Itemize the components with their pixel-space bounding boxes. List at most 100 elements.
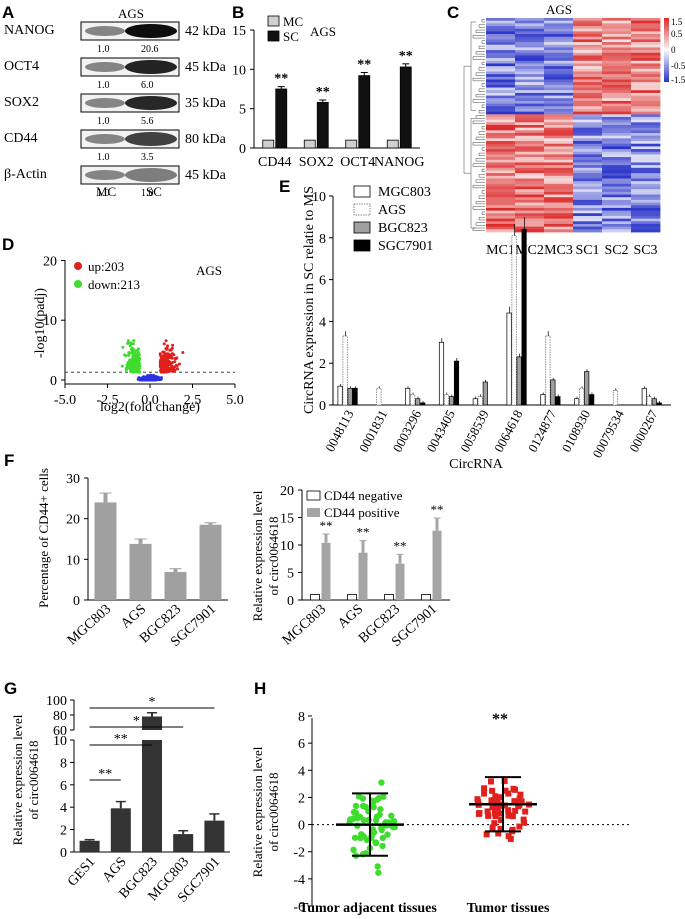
dendro-branch <box>472 56 485 60</box>
bar-cd44-percentage <box>164 571 187 600</box>
error-bar <box>435 518 439 531</box>
bar-sgc7901 <box>589 394 595 406</box>
point-up <box>164 370 168 374</box>
y-tick-label: 0 <box>298 819 305 834</box>
heatmap-cell <box>515 66 545 70</box>
heatmap-cell <box>573 87 603 91</box>
dot-tumor <box>489 804 496 811</box>
heatmap-cell <box>515 125 545 129</box>
heatmap-cell <box>515 202 545 206</box>
dendro-branch <box>478 45 485 50</box>
heatmap-cell <box>544 157 574 161</box>
heatmap-cell <box>631 66 661 70</box>
point-down <box>134 357 138 361</box>
heatmap-cell <box>544 79 574 83</box>
dot-tumor <box>521 819 528 826</box>
dendro-branch <box>481 40 485 44</box>
heatmap-cell <box>573 116 603 121</box>
bar-cd44-positive <box>432 530 442 600</box>
panel-d-volcano: D AGS 0 10 20 -5.0 -2.5 0.0 2.5 5.0 up:203 down:2… <box>2 235 244 415</box>
dot-tumor <box>489 787 496 794</box>
heatmap-cell <box>486 181 516 185</box>
heatmap-cell <box>631 221 661 225</box>
heatmap-cell <box>486 154 516 158</box>
heatmap-cell <box>544 60 574 64</box>
bar-ags <box>511 235 517 406</box>
heatmap-cell <box>602 55 632 59</box>
heatmap-cell <box>573 197 603 201</box>
heatmap-cell <box>631 223 661 228</box>
heatmap-cell <box>544 223 574 228</box>
heatmap-cell <box>486 125 516 129</box>
heatmap-cell <box>573 55 603 59</box>
dot-adjacent <box>372 839 379 846</box>
heatmap-cell <box>602 31 632 35</box>
heatmap-cell <box>515 138 545 142</box>
dot-tumor <box>511 798 518 805</box>
dendro-branch <box>478 24 485 28</box>
heatmap-cell <box>486 141 516 145</box>
heatmap-cell <box>602 199 632 203</box>
point-up <box>165 355 169 359</box>
heatmap-cell <box>573 170 603 174</box>
heatmap-cell <box>573 141 603 145</box>
point-down <box>137 365 141 369</box>
bar-bgc823 <box>415 398 421 406</box>
heatmap-cell <box>515 106 545 110</box>
y-axis-label-2: of circ0064618 <box>266 772 281 851</box>
dot-tumor <box>520 816 527 823</box>
heatmap-cell <box>486 79 516 83</box>
heatmap-cell <box>486 223 516 228</box>
heatmap-cell <box>631 84 661 88</box>
heatmap-cell <box>573 71 603 75</box>
heatmap-cell <box>631 82 661 86</box>
heatmap-cell <box>573 146 603 150</box>
heatmap-cell <box>515 221 545 225</box>
protein-label: β-Actin <box>4 167 47 182</box>
heatmap-cell <box>544 23 574 27</box>
heatmap-cell <box>544 122 574 126</box>
heatmap-cell <box>544 106 574 110</box>
heatmap-cell <box>573 194 603 198</box>
dot-tumor <box>501 802 508 809</box>
heatmap-cell <box>573 28 603 32</box>
kda-label: 80 kDa <box>185 132 227 147</box>
y-axis-label: -log10(padj) <box>33 288 48 358</box>
panel-label-c: C <box>447 3 459 22</box>
heatmap-cell <box>486 114 516 118</box>
heatmap-cell <box>486 210 516 214</box>
heatmap-cell <box>515 207 545 211</box>
heatmap-cell <box>573 178 603 182</box>
heatmap-cell <box>631 28 661 32</box>
error-bar <box>324 534 328 543</box>
heatmap-cell <box>486 58 516 62</box>
heatmap-cell <box>544 167 574 171</box>
error-bar <box>138 539 143 544</box>
dot-adjacent <box>369 799 377 806</box>
heatmap-cell <box>631 125 661 129</box>
dot-adjacent <box>350 808 358 816</box>
y-tick-label: 10 <box>280 539 294 554</box>
sig-label: ** <box>357 57 371 72</box>
kda-label: 45 kDa <box>185 60 227 75</box>
heatmap-cell <box>631 108 661 113</box>
dendro-branch <box>475 72 485 76</box>
heatmap-cell <box>573 205 603 209</box>
heatmap-cell <box>515 68 545 72</box>
x-tick-label: 0064618 <box>491 407 526 454</box>
heatmap-cell <box>573 138 603 142</box>
y-tick-label: 10 <box>43 314 57 329</box>
heatmap-cell <box>602 92 632 96</box>
bar-mgc803 <box>337 385 343 406</box>
heatmap-cell <box>573 127 603 131</box>
heatmap-cell <box>486 103 516 107</box>
heatmap-cell <box>573 229 603 233</box>
x-tick-label: CD44 <box>258 155 291 170</box>
heatmap-cell <box>602 181 632 185</box>
kda-label: 45 kDa <box>185 168 227 183</box>
heatmap-cell <box>544 143 574 147</box>
x-tick-label: Tumor adjacent tissues <box>299 901 437 916</box>
heatmap-cell <box>631 194 661 198</box>
bar-sgc7901 <box>521 229 527 406</box>
dot-tumor <box>485 812 492 819</box>
